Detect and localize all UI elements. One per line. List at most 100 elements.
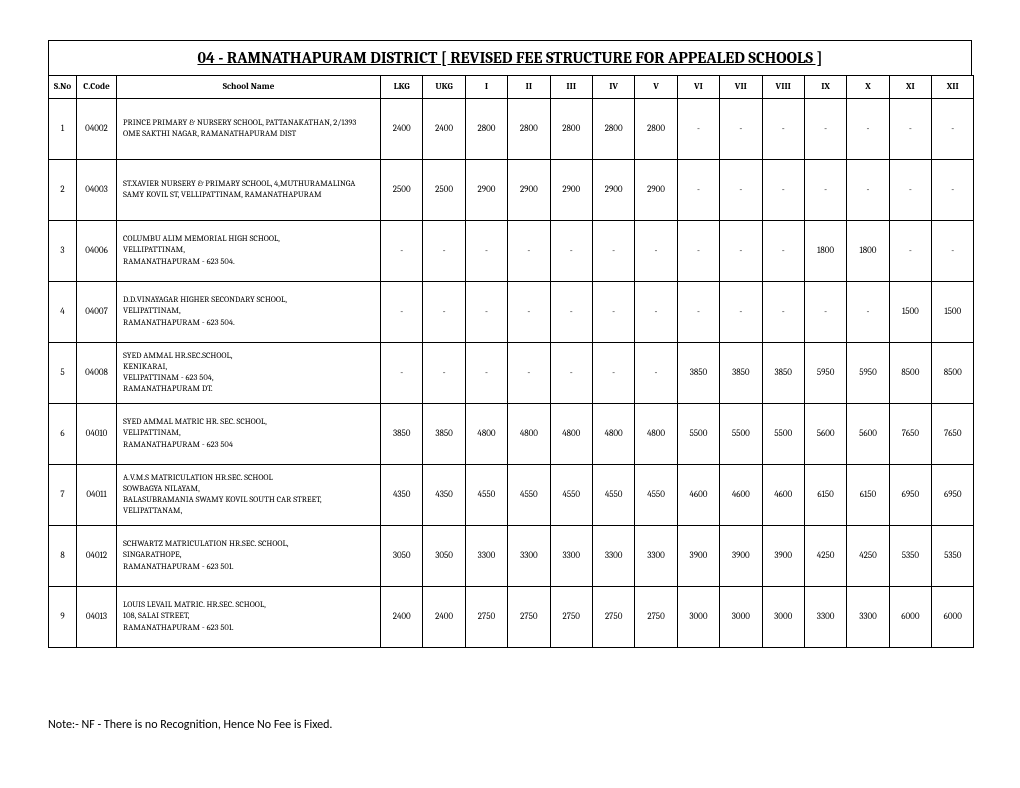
cell-fee: 3300 xyxy=(592,526,634,587)
cell-fee: 3850 xyxy=(381,404,423,465)
col-x: X xyxy=(847,76,889,99)
cell-fee: - xyxy=(762,160,804,221)
cell-sno: 2 xyxy=(49,160,77,221)
col-xii: XII xyxy=(932,76,974,99)
cell-fee: - xyxy=(592,282,634,343)
cell-fee: 3900 xyxy=(762,526,804,587)
col-vi: VI xyxy=(677,76,719,99)
cell-fee: - xyxy=(381,343,423,404)
cell-ccode: 04010 xyxy=(77,404,117,465)
cell-fee: - xyxy=(677,160,719,221)
cell-fee: 3850 xyxy=(762,343,804,404)
col-iii: III xyxy=(550,76,592,99)
cell-fee: - xyxy=(465,282,507,343)
cell-fee: 3300 xyxy=(550,526,592,587)
cell-fee: - xyxy=(508,282,550,343)
cell-fee: 4600 xyxy=(677,465,719,526)
cell-fee: 2400 xyxy=(381,587,423,648)
cell-fee: 1800 xyxy=(804,221,846,282)
cell-fee: - xyxy=(423,221,465,282)
cell-fee: - xyxy=(720,221,762,282)
cell-fee: - xyxy=(932,99,974,160)
cell-fee: 3000 xyxy=(677,587,719,648)
cell-fee: 5350 xyxy=(889,526,931,587)
table-row: 204003ST.XAVIER NURSERY & PRIMARY SCHOOL… xyxy=(49,160,974,221)
table-row: 404007D.D.VINAYAGAR HIGHER SECONDARY SCH… xyxy=(49,282,974,343)
cell-fee: 2900 xyxy=(465,160,507,221)
cell-fee: - xyxy=(932,160,974,221)
cell-school-name: PRINCE PRIMARY & NURSERY SCHOOL, PATTANA… xyxy=(117,99,381,160)
cell-sno: 5 xyxy=(49,343,77,404)
cell-fee: 2800 xyxy=(550,99,592,160)
table-row: 804012SCHWARTZ MATRICULATION HR.SEC. SCH… xyxy=(49,526,974,587)
cell-fee: 2400 xyxy=(423,587,465,648)
cell-school-name: SYED AMMAL HR.SEC.SCHOOL, KENIKARAI, VEL… xyxy=(117,343,381,404)
cell-fee: - xyxy=(465,221,507,282)
cell-fee: - xyxy=(508,221,550,282)
cell-fee: 2750 xyxy=(550,587,592,648)
cell-fee: 6950 xyxy=(932,465,974,526)
cell-fee: 3050 xyxy=(381,526,423,587)
cell-fee: - xyxy=(804,160,846,221)
cell-fee: 2750 xyxy=(508,587,550,648)
page-title: 04 - RAMNATHAPURAM DISTRICT [ REVISED FE… xyxy=(48,40,972,75)
cell-fee: - xyxy=(635,343,677,404)
cell-fee: 2500 xyxy=(381,160,423,221)
cell-fee: 2400 xyxy=(423,99,465,160)
cell-fee: 5500 xyxy=(720,404,762,465)
cell-sno: 9 xyxy=(49,587,77,648)
cell-ccode: 04003 xyxy=(77,160,117,221)
col-xi: XI xyxy=(889,76,931,99)
cell-fee: - xyxy=(677,282,719,343)
cell-fee: - xyxy=(889,99,931,160)
col-ukg: UKG xyxy=(423,76,465,99)
cell-sno: 7 xyxy=(49,465,77,526)
cell-fee: 7650 xyxy=(889,404,931,465)
cell-fee: - xyxy=(423,343,465,404)
cell-fee: - xyxy=(762,282,804,343)
cell-fee: 3900 xyxy=(677,526,719,587)
cell-fee: 3000 xyxy=(720,587,762,648)
cell-fee: - xyxy=(635,221,677,282)
cell-fee: 5600 xyxy=(847,404,889,465)
table-row: 104002PRINCE PRIMARY & NURSERY SCHOOL, P… xyxy=(49,99,974,160)
cell-fee: 5350 xyxy=(932,526,974,587)
cell-ccode: 04012 xyxy=(77,526,117,587)
cell-fee: - xyxy=(508,343,550,404)
cell-fee: 2750 xyxy=(465,587,507,648)
cell-fee: - xyxy=(592,221,634,282)
cell-school-name: COLUMBU ALIM MEMORIAL HIGH SCHOOL, VELLI… xyxy=(117,221,381,282)
cell-fee: 2900 xyxy=(635,160,677,221)
fee-table: S.No C.Code School Name LKG UKG I II III… xyxy=(48,75,974,648)
cell-fee: 3300 xyxy=(847,587,889,648)
cell-fee: - xyxy=(932,221,974,282)
cell-fee: 2750 xyxy=(592,587,634,648)
cell-fee: 4350 xyxy=(381,465,423,526)
cell-fee: 4550 xyxy=(592,465,634,526)
cell-fee: 6000 xyxy=(889,587,931,648)
cell-ccode: 04007 xyxy=(77,282,117,343)
cell-fee: - xyxy=(550,221,592,282)
cell-sno: 3 xyxy=(49,221,77,282)
col-iv: IV xyxy=(592,76,634,99)
cell-fee: 3300 xyxy=(635,526,677,587)
cell-fee: 3000 xyxy=(762,587,804,648)
cell-fee: 2900 xyxy=(508,160,550,221)
cell-fee: 5950 xyxy=(847,343,889,404)
cell-fee: 3850 xyxy=(423,404,465,465)
cell-fee: - xyxy=(847,282,889,343)
cell-fee: - xyxy=(804,282,846,343)
cell-sno: 1 xyxy=(49,99,77,160)
cell-fee: - xyxy=(550,343,592,404)
cell-fee: 4600 xyxy=(720,465,762,526)
cell-fee: 3300 xyxy=(465,526,507,587)
cell-school-name: ST.XAVIER NURSERY & PRIMARY SCHOOL, 4,MU… xyxy=(117,160,381,221)
cell-fee: - xyxy=(847,99,889,160)
cell-fee: - xyxy=(381,282,423,343)
cell-fee: 4350 xyxy=(423,465,465,526)
cell-fee: - xyxy=(762,99,804,160)
cell-fee: 8500 xyxy=(889,343,931,404)
cell-fee: 4550 xyxy=(635,465,677,526)
cell-school-name: LOUIS LEVAIL MATRIC. HR.SEC. SCHOOL, 108… xyxy=(117,587,381,648)
cell-fee: 4800 xyxy=(550,404,592,465)
